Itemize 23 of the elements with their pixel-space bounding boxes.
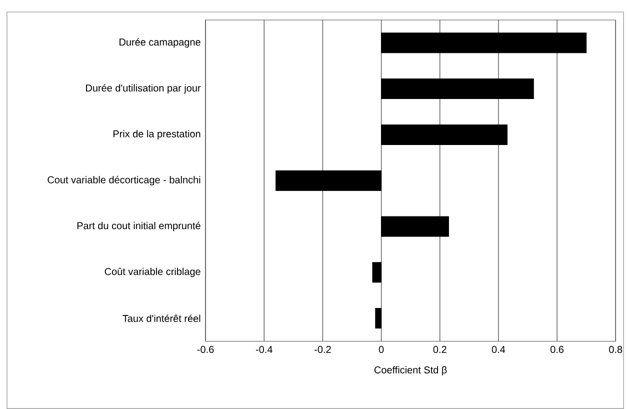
bar [276,170,382,191]
bar [372,262,382,283]
y-tick-label: Coût variable criblage [104,268,200,278]
x-tick-label: -0.2 [314,346,331,353]
x-axis-title: Coefficient Std β [374,366,447,376]
bar [381,78,534,100]
x-tick-label: -0.6 [197,346,214,353]
x-tick-label: 0.6 [550,346,564,353]
x-tick-label: 0.2 [433,346,446,353]
x-tick-label: 0.8 [609,346,622,353]
bar [381,216,449,237]
x-tick-label: 0 [378,346,384,353]
y-tick-label: Prix de la prestation [113,130,200,140]
x-tick-label: -0.4 [256,346,272,353]
bar [381,32,587,54]
x-tick-label: 0.4 [492,346,506,353]
y-tick-label: Taux d'intérêt réel [122,314,200,322]
y-tick-label: Cout variable décorticage - balnchi [48,176,200,186]
y-tick-label: Part du cout initial emprunté [77,222,200,232]
bar [375,308,382,328]
y-tick-label: Durée camapagne [120,38,200,48]
y-tick-label: Durée d'utilisation par jour [86,84,201,94]
bar [381,124,508,145]
